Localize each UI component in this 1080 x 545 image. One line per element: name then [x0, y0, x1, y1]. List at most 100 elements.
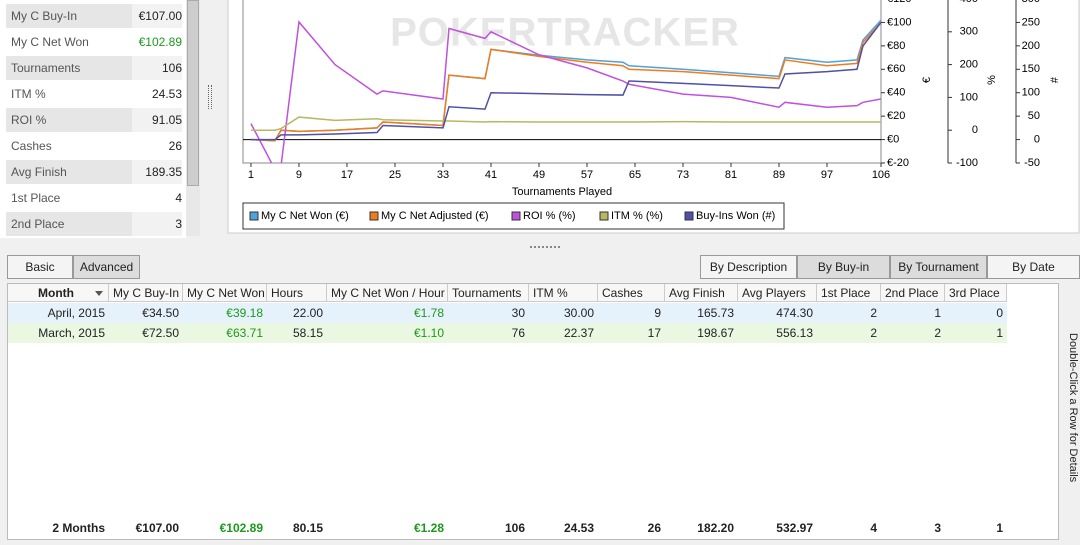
scroll-thumb[interactable]	[187, 0, 199, 186]
legend-swatch	[369, 211, 379, 221]
table-cell: 2	[817, 303, 881, 323]
table-cell: 17	[598, 323, 665, 343]
y3-tick-label: 200	[1022, 40, 1040, 52]
table-cell: 76	[448, 323, 529, 343]
table-cell: 474.30	[738, 303, 817, 323]
table-cell: March, 2015	[8, 323, 109, 343]
tab-button[interactable]: By Date	[987, 255, 1080, 279]
y-tick-label: €40	[887, 87, 905, 99]
y3-tick-label: 0	[1034, 133, 1040, 145]
stat-label: Tournaments	[6, 56, 132, 80]
total-cell: €1.28	[413, 521, 444, 535]
total-cell: 24.53	[563, 521, 594, 535]
legend-label: ROI % (%)	[523, 210, 576, 222]
y3-tick-label: 150	[1022, 63, 1040, 75]
y3-tick-label: 300	[1022, 0, 1040, 5]
x-tick-label: 57	[581, 169, 593, 181]
series-line	[250, 21, 881, 142]
stat-label: 1st Place	[6, 186, 132, 210]
table-cell: 2	[817, 323, 881, 343]
side-note-box: Double-Click a Row for Details	[1061, 333, 1080, 493]
stat-label: My C Buy-In	[6, 4, 132, 28]
table-cell: 30	[448, 303, 529, 323]
stat-label: ROI %	[6, 108, 132, 132]
column-header: Avg Players	[738, 284, 817, 302]
tab-button[interactable]: Basic	[7, 255, 73, 279]
y-tick-label: €120	[887, 0, 911, 5]
total-cell: 4	[870, 521, 877, 535]
table-cell: €1.10	[327, 323, 448, 343]
total-cell: 532.97	[776, 521, 813, 535]
stat-label: Avg Finish	[6, 160, 132, 184]
stats-panel: My C Buy-In €107.00 My C Net Won €102.89 Tou…	[0, 0, 186, 238]
series-line	[250, 116, 881, 131]
y2-tick-label: 200	[960, 59, 978, 71]
total-cell: 106	[504, 521, 525, 535]
table-cell: 22.00	[267, 303, 327, 323]
stat-value: 4	[132, 186, 182, 210]
table-cell: €34.50	[109, 303, 183, 323]
y2-tick-label: 100	[960, 91, 978, 103]
stat-value: 26	[132, 134, 182, 158]
side-note: Double-Click a Row for Details	[1067, 333, 1079, 483]
tab-button[interactable]: By Buy-in	[797, 255, 890, 279]
stat-value: 106	[132, 56, 182, 80]
y2-tick-label: 400	[960, 0, 978, 5]
y3-tick-label: -50	[1024, 157, 1040, 169]
x-tick-label: 49	[533, 169, 545, 181]
table-cell: 0	[945, 303, 1007, 323]
table-cell: 165.73	[665, 303, 738, 323]
total-cell: 1	[996, 521, 1003, 535]
y2-tick-label: -100	[956, 157, 978, 169]
table-cell: 1	[881, 303, 945, 323]
chart-panel	[227, 0, 1080, 234]
tab-button[interactable]: By Tournament	[890, 255, 987, 279]
x-tick-label: 41	[485, 169, 497, 181]
legend-label: My C Net Adjusted (€)	[381, 210, 489, 222]
scrollbar[interactable]	[186, 0, 200, 236]
total-cell: 26	[647, 521, 661, 535]
total-cell: €102.89	[219, 521, 263, 535]
table-cell: 30.00	[529, 303, 598, 323]
splitter-handle[interactable]	[530, 246, 560, 248]
column-header: My C Net Won	[183, 284, 267, 302]
column-header: Tournaments	[448, 284, 529, 302]
stat-value: 91.05	[132, 108, 182, 132]
y-tick-label: €20	[887, 110, 905, 122]
table-cell: €63.71	[183, 323, 267, 343]
tab-button[interactable]: Advanced	[73, 255, 140, 279]
table-cell: 198.67	[665, 323, 738, 343]
legend-label: ITM % (%)	[611, 210, 663, 222]
axis-label: #	[1049, 76, 1061, 83]
y-tick-label: €-20	[887, 157, 909, 169]
column-header: My C Net Won / Hour	[327, 284, 448, 302]
y-tick-label: €60	[887, 63, 905, 75]
table-cell: €1.78	[327, 303, 448, 323]
total-cell: 80.15	[292, 521, 323, 535]
x-tick-label: 89	[773, 169, 785, 181]
x-tick-label: 25	[389, 169, 401, 181]
y3-tick-label: 250	[1022, 16, 1040, 28]
legend-swatch	[511, 211, 521, 221]
tab-button[interactable]: By Description	[700, 255, 797, 279]
y2-tick-label: 0	[972, 124, 978, 136]
chart: POKERTRACKER€-20€0€20€40€60€80€100€120-1…	[227, 0, 1080, 234]
stat-value: 3	[132, 212, 182, 236]
y3-tick-label: 50	[1028, 110, 1040, 122]
table-cell: 556.13	[738, 323, 817, 343]
column-header: Hours	[267, 284, 327, 302]
axis-label: %	[986, 75, 998, 85]
splitter-grip[interactable]	[208, 85, 212, 109]
x-tick-label: 106	[872, 169, 890, 181]
total-cell: 2 Months	[52, 521, 105, 535]
x-tick-label: 73	[677, 169, 689, 181]
plot-frame	[242, 0, 882, 164]
x-tick-label: 65	[629, 169, 641, 181]
x-tick-label: 33	[437, 169, 449, 181]
table-cell: 9	[598, 303, 665, 323]
column-header: 1st Place	[817, 284, 881, 302]
legend-swatch	[684, 211, 694, 221]
legend-label: Buy-Ins Won (#)	[696, 210, 775, 222]
x-tick-label: 1	[248, 169, 254, 181]
